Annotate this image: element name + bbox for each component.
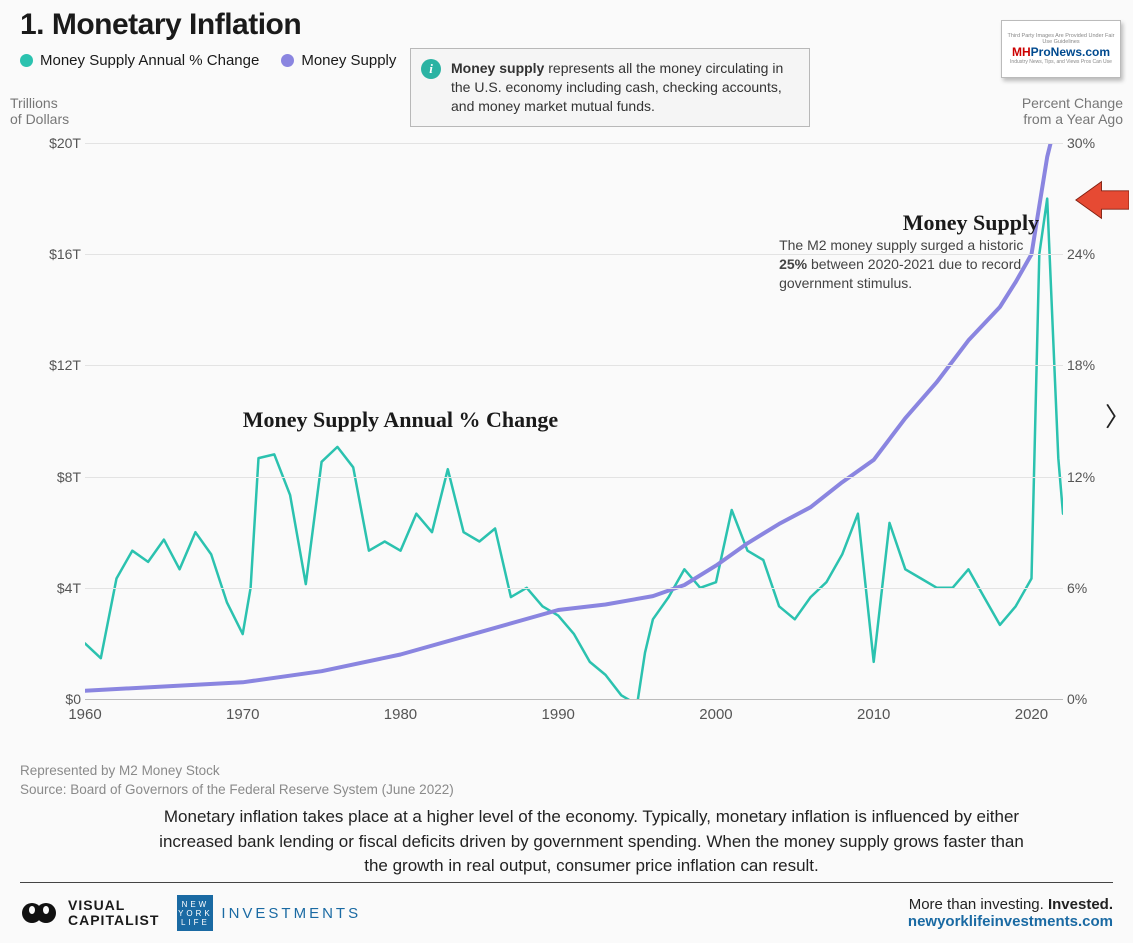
annotation-pct-change: Money Supply Annual % Change [243, 407, 558, 433]
legend-item-pct: Money Supply Annual % Change [20, 52, 259, 69]
x-tick: 1990 [542, 706, 575, 723]
x-tick: 1980 [384, 706, 417, 723]
annotation-title: Money Supply [779, 210, 1039, 236]
nyl-box-icon: NEWYORKLIFE [177, 895, 213, 931]
annotation-title: Money Supply Annual % Change [243, 407, 558, 433]
y-right-tick: 0% [1067, 691, 1111, 707]
info-box-bold: Money supply [451, 60, 544, 76]
nyl-text: INVESTMENTS [221, 905, 361, 922]
y-right-tick: 18% [1067, 357, 1111, 373]
y-left-tick: $20T [37, 135, 81, 151]
annotation-body: The M2 money supply surged a historic 25… [779, 236, 1039, 293]
vc-mark-icon [20, 900, 60, 926]
y-left-tick: $16T [37, 246, 81, 262]
x-tick: 1960 [68, 706, 101, 723]
nyl-investments-logo: NEWYORKLIFE INVESTMENTS [177, 895, 361, 931]
footer: VISUALCAPITALIST NEWYORKLIFE INVESTMENTS… [20, 895, 1113, 931]
watermark-badge: Third Party Images Are Provided Under Fa… [1001, 20, 1121, 78]
x-tick: 1970 [226, 706, 259, 723]
plot-area: Money Supply Annual % Change Money Suppl… [85, 143, 1063, 700]
watermark-sub: Industry News, Tips, and Views Pros Can … [1010, 59, 1112, 65]
footer-tagline: More than investing. Invested. [908, 896, 1113, 913]
vc-text: VISUALCAPITALIST [68, 898, 159, 927]
footer-url[interactable]: newyorklifeinvestments.com [908, 913, 1113, 930]
legend-item-supply: Money Supply [281, 52, 396, 69]
y-right-tick: 30% [1067, 135, 1111, 151]
x-tick: 2000 [699, 706, 732, 723]
y-right-tick: 24% [1067, 246, 1111, 262]
info-icon: i [421, 59, 441, 79]
y-left-tick: $8T [37, 469, 81, 485]
legend-label: Money Supply Annual % Change [40, 52, 259, 69]
y-left-tick: $4T [37, 580, 81, 596]
y-left-tick: $12T [37, 357, 81, 373]
legend-label: Money Supply [301, 52, 396, 69]
annotation-money-supply: Money Supply The M2 money supply surged … [779, 210, 1039, 293]
page-title: 1. Monetary Inflation [20, 8, 1113, 42]
watermark-top: Third Party Images Are Provided Under Fa… [1002, 33, 1120, 45]
divider [20, 882, 1113, 883]
visual-capitalist-logo: VISUALCAPITALIST [20, 898, 159, 927]
arrow-icon [1074, 180, 1129, 220]
legend-dot-icon [281, 54, 294, 67]
source-text: Represented by M2 Money Stock Source: Bo… [20, 762, 454, 800]
legend-dot-icon [20, 54, 33, 67]
x-tick: 2020 [1015, 706, 1048, 723]
y-left-axis-label: Trillionsof Dollars [10, 95, 69, 127]
x-tick: 2010 [857, 706, 890, 723]
chevron-right-icon[interactable]: 〉 [1105, 397, 1131, 434]
y-right-axis-label: Percent Changefrom a Year Ago [1022, 95, 1123, 127]
explanation-text: Monetary inflation takes place at a high… [150, 805, 1033, 879]
y-right-tick: 12% [1067, 469, 1111, 485]
chart: Trillionsof Dollars Percent Changefrom a… [10, 95, 1123, 745]
footer-right: More than investing. Invested. newyorkli… [908, 896, 1113, 930]
y-right-tick: 6% [1067, 580, 1111, 596]
y-left-tick: $0 [37, 691, 81, 707]
watermark-brand: MHProNews.com [1012, 45, 1110, 59]
